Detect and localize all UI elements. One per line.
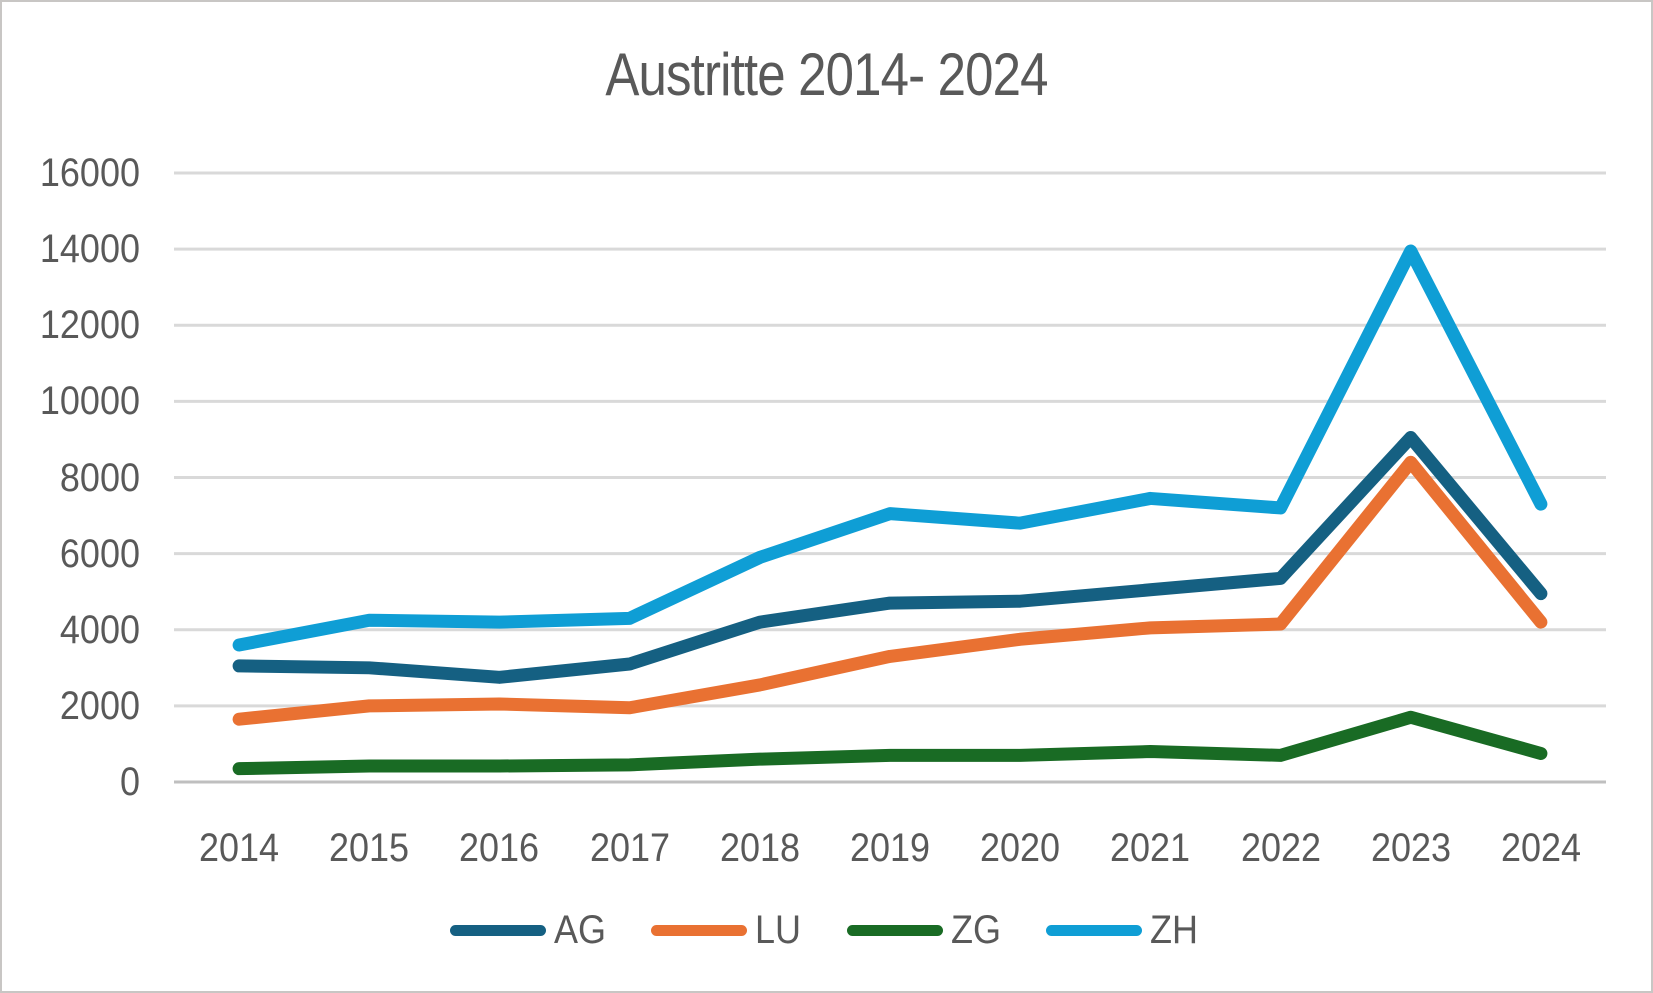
legend-label-ag: AG (553, 907, 606, 952)
legend-item-zg: ZG (846, 907, 1007, 953)
legend-swatch-zh (1046, 924, 1143, 936)
y-axis-label: 10000 (39, 379, 140, 424)
x-axis-label: 2024 (1500, 826, 1581, 870)
y-axis-label: 6000 (59, 531, 140, 576)
x-axis-label: 2014 (199, 826, 280, 870)
legend-label-zg: ZG (950, 907, 1001, 952)
y-axis-label: 14000 (39, 227, 140, 272)
x-axis-label: 2020 (980, 826, 1061, 870)
legend-swatch-ag (449, 924, 546, 936)
series-line-ag (232, 431, 1548, 684)
series-line-lu (232, 455, 1548, 726)
y-axis-label: 4000 (59, 607, 140, 652)
legend-label-lu: LU (755, 907, 802, 952)
legend: AG LU ZG ZH (2, 905, 1651, 955)
chart-title: Austritte 2014- 2024 (605, 41, 1048, 108)
x-axis-label: 2017 (589, 826, 670, 870)
x-axis-label: 2022 (1240, 826, 1321, 870)
x-axis-label: 2015 (329, 826, 410, 870)
x-axis-label: 2018 (719, 826, 800, 870)
y-axis-label: 0 (119, 760, 140, 804)
legend-swatch-lu (651, 924, 748, 936)
y-axis-label: 12000 (39, 303, 140, 348)
series-line-zh (232, 244, 1548, 652)
legend-label-zh: ZH (1150, 907, 1199, 952)
x-axis-label: 2019 (849, 826, 931, 870)
x-axis-label: 2023 (1370, 826, 1451, 870)
series-line-zg (232, 710, 1548, 776)
y-axis-label: 8000 (59, 455, 140, 500)
y-axis-label: 2000 (59, 683, 140, 728)
x-axis-label: 2016 (459, 826, 540, 870)
legend-item-lu: LU (651, 908, 806, 953)
legend-swatch-zg (846, 924, 943, 936)
legend-item-zh: ZH (1046, 908, 1203, 953)
x-axis-label: 2021 (1110, 826, 1191, 870)
y-axis-label: 16000 (39, 151, 140, 195)
legend-item-ag: AG (449, 907, 612, 953)
